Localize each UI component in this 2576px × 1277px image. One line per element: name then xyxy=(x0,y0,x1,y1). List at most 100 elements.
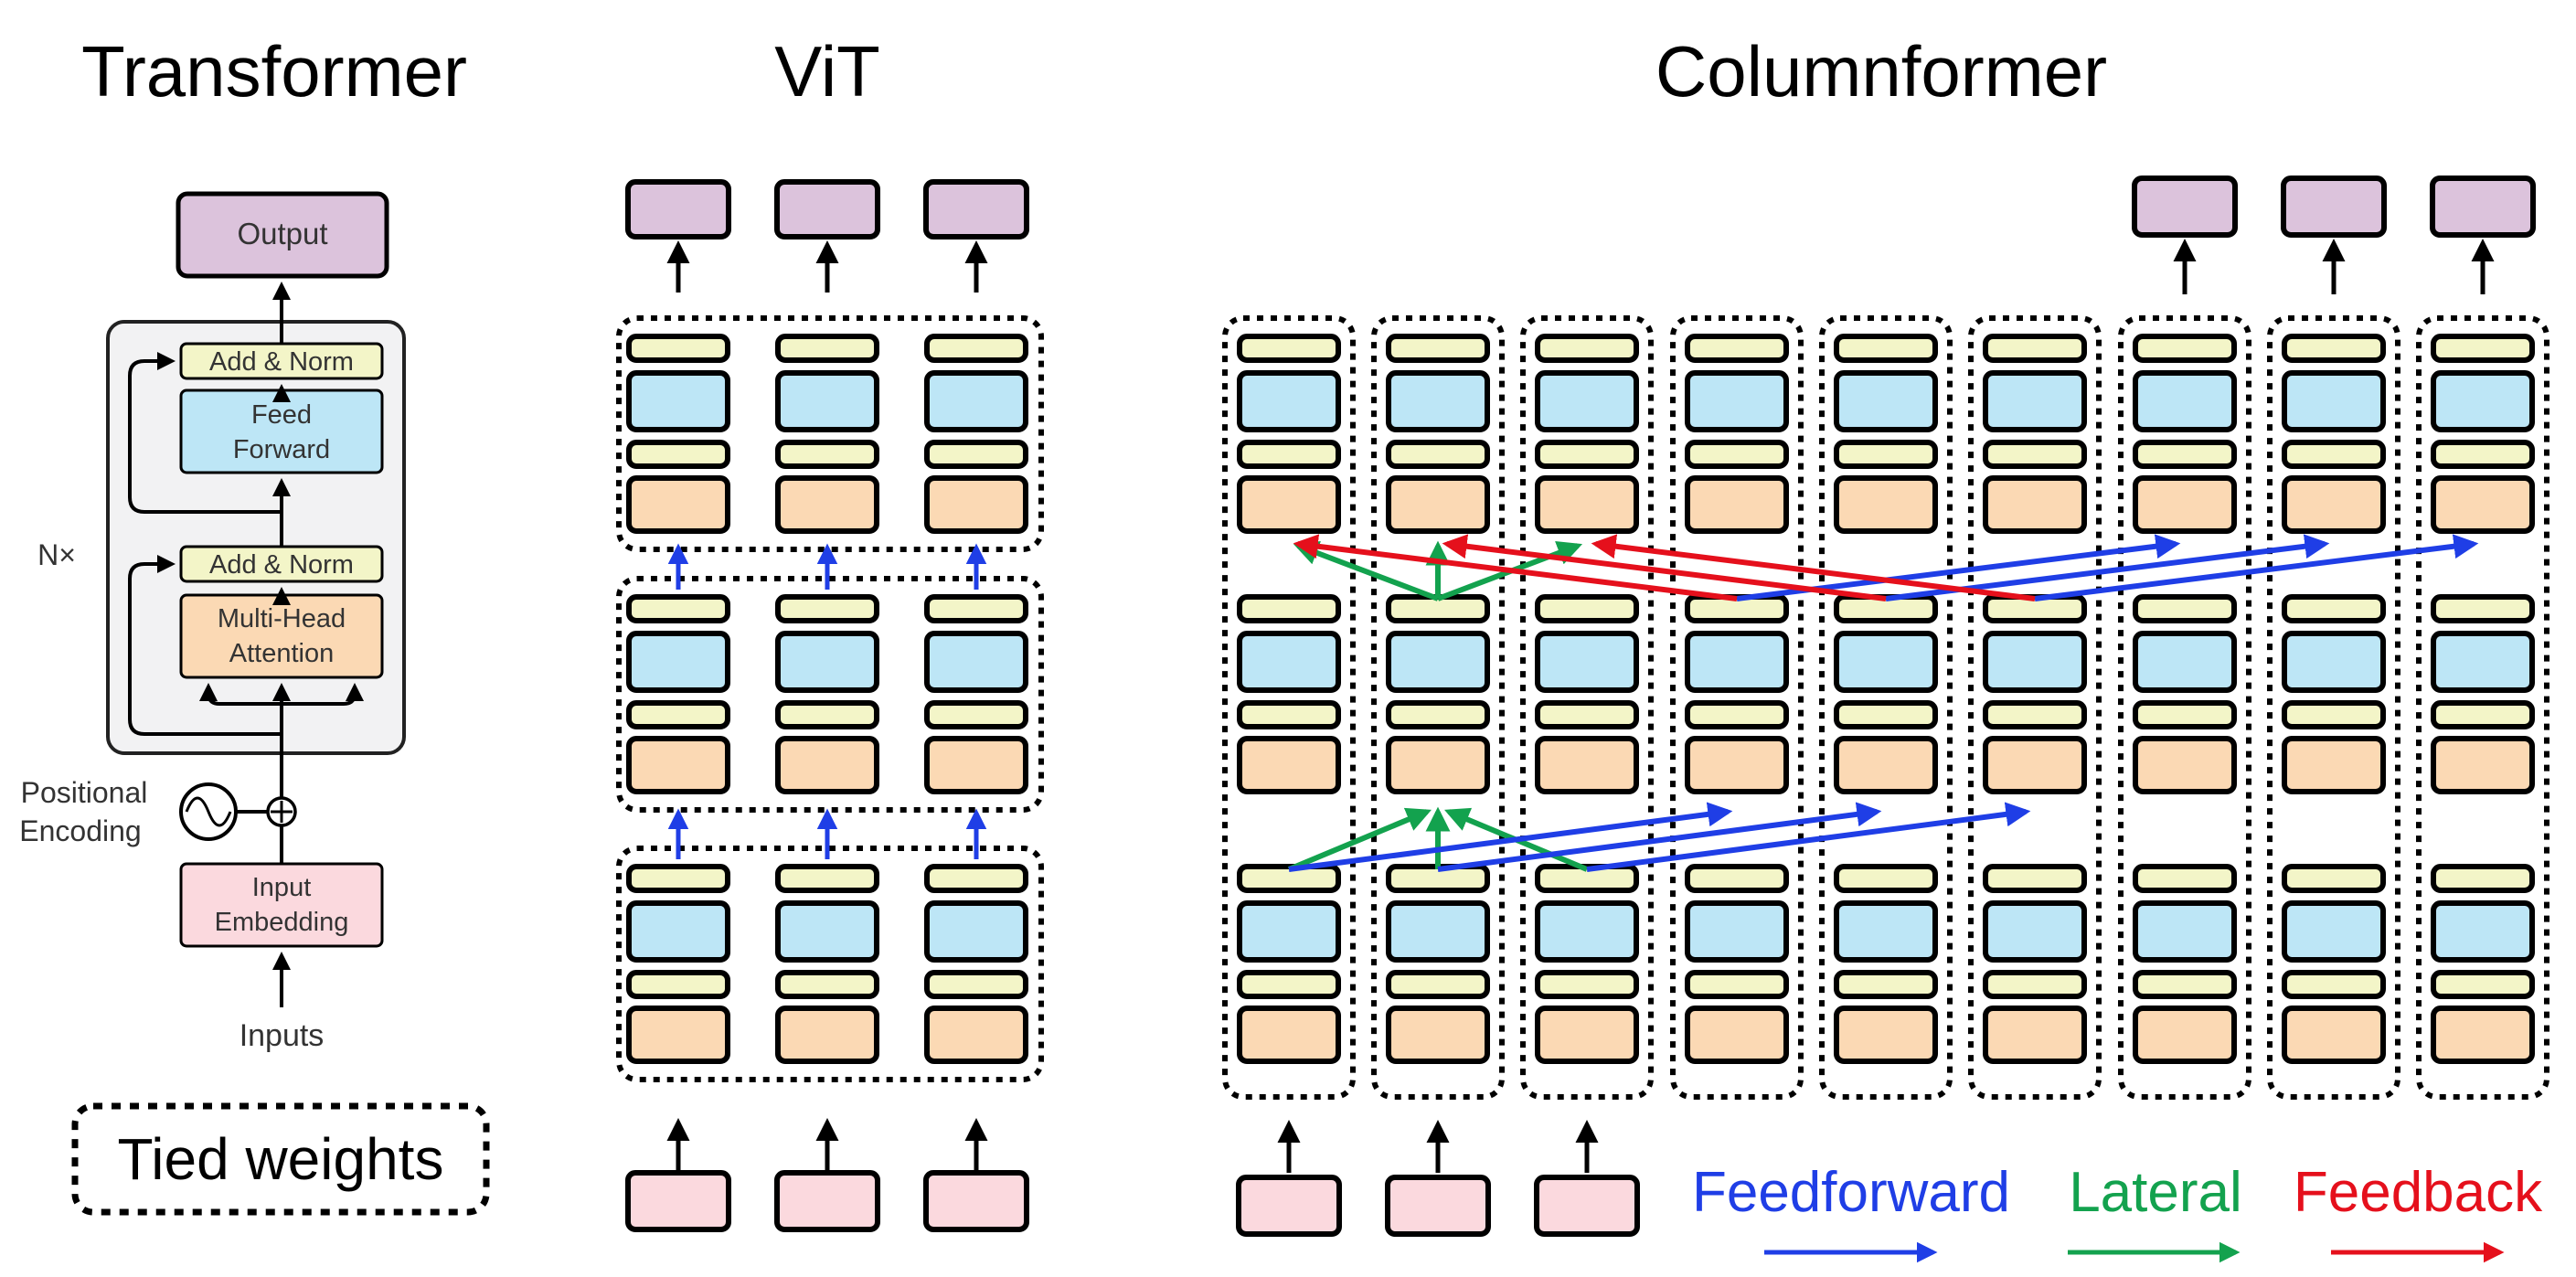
embedding-label-line2: Embedding xyxy=(215,908,349,937)
col1-l1-norm-top xyxy=(1237,334,1341,363)
tied-weights-legend-box xyxy=(71,1102,490,1216)
vit-l2-c2-attention xyxy=(775,736,879,794)
legend-feedforward-label: Feedforward xyxy=(1692,1161,2010,1224)
col6-l2-norm-bottom xyxy=(1983,700,2087,729)
attention-label-line2: Attention xyxy=(229,639,334,668)
feedback-arrow-1 xyxy=(1293,534,1738,601)
col3-l3-ffn xyxy=(1535,900,1639,963)
col5-l3-attention xyxy=(1834,1006,1938,1064)
col3-l3-norm-bottom xyxy=(1535,970,1639,999)
positional-encoding-sine xyxy=(185,796,232,827)
repeat-label: N× xyxy=(37,538,76,571)
col9-l3-norm-bottom xyxy=(2431,970,2535,999)
vit-l3-c2-ffn xyxy=(775,900,879,963)
col9-l3-ffn xyxy=(2431,900,2535,963)
col8-l1-attention xyxy=(2282,475,2386,534)
col8-l3-attention xyxy=(2282,1006,2386,1064)
vit-l2-c1-ffn xyxy=(626,631,730,693)
col2-l2-norm-top xyxy=(1386,594,1490,623)
columnformer-title: Columnformer xyxy=(1655,31,2107,112)
feedforward-arrow-6 xyxy=(2034,534,2479,601)
col7-l2-ffn xyxy=(2133,631,2237,693)
vit-input-token-3 xyxy=(923,1170,1029,1232)
col1-l3-norm-top xyxy=(1237,864,1341,893)
col6-l1-attention xyxy=(1983,475,2087,534)
vit-l1-c1-ffn xyxy=(626,370,730,432)
vit-diagram xyxy=(616,179,1044,1232)
positional-encoding-line2: Encoding xyxy=(19,814,141,847)
inputs-label: Inputs xyxy=(240,1018,325,1053)
col9-l1-ffn xyxy=(2431,370,2535,432)
column-5 xyxy=(1819,315,1953,1100)
col1-l3-ffn xyxy=(1237,900,1341,963)
column-2 xyxy=(1371,315,1505,1100)
col1-l1-norm-bottom xyxy=(1237,440,1341,469)
vit-l3-c1-norm-bottom xyxy=(626,970,730,999)
vit-l2-c3-attention xyxy=(924,736,1028,794)
vit-l3-c2-norm-top xyxy=(775,864,879,893)
feedback-arrow-3 xyxy=(1591,534,2036,601)
vit-l3-c3-norm-top xyxy=(924,864,1028,893)
col9-l3-attention xyxy=(2431,1006,2535,1064)
column-9 xyxy=(2416,315,2549,1100)
col-output-token-9 xyxy=(2430,176,2536,238)
col9-l1-attention xyxy=(2431,475,2535,534)
col4-l2-norm-bottom xyxy=(1685,700,1789,729)
col3-l1-norm-top xyxy=(1535,334,1639,363)
feed-forward-label-line1: Feed xyxy=(251,400,312,430)
vit-l1-c1-attention xyxy=(626,475,730,534)
col1-l2-norm-top xyxy=(1237,594,1341,623)
col6-l1-ffn xyxy=(1983,370,2087,432)
col6-l1-norm-top xyxy=(1983,334,2087,363)
col2-l3-attention xyxy=(1386,1006,1490,1064)
col2-l3-norm-top xyxy=(1386,864,1490,893)
col3-l2-norm-top xyxy=(1535,594,1639,623)
column-1 xyxy=(1222,315,1356,1100)
col4-l1-attention xyxy=(1685,475,1789,534)
col-input-token-3 xyxy=(1534,1175,1640,1237)
col8-l3-ffn xyxy=(2282,900,2386,963)
col8-l2-norm-top xyxy=(2282,594,2386,623)
col2-l2-attention xyxy=(1386,736,1490,794)
col9-l1-norm-bottom xyxy=(2431,440,2535,469)
vit-l2-c1-norm-bottom xyxy=(626,700,730,729)
vit-l2-c3-ffn xyxy=(924,631,1028,693)
feedback-arrow-2 xyxy=(1442,534,1887,601)
col7-l3-ffn xyxy=(2133,900,2237,963)
col8-l2-norm-bottom xyxy=(2282,700,2386,729)
col5-l3-norm-top xyxy=(1834,864,1938,893)
col5-l1-attention xyxy=(1834,475,1938,534)
feed-forward-label-line2: Forward xyxy=(233,435,330,464)
col4-l3-norm-bottom xyxy=(1685,970,1789,999)
vit-l3-c2-norm-bottom xyxy=(775,970,879,999)
tied-weights-label: Tied weights xyxy=(118,1126,444,1192)
column-4 xyxy=(1670,315,1804,1100)
vit-l2-c2-ffn xyxy=(775,631,879,693)
col-output-token-7 xyxy=(2132,176,2238,238)
vit-l1-c3-norm-top xyxy=(924,334,1028,363)
col5-l2-norm-top xyxy=(1834,594,1938,623)
column-7 xyxy=(2118,315,2251,1100)
col6-l2-ffn xyxy=(1983,631,2087,693)
col9-l1-norm-top xyxy=(2431,334,2535,363)
col1-l3-norm-bottom xyxy=(1237,970,1341,999)
col5-l2-attention xyxy=(1834,736,1938,794)
col2-l3-ffn xyxy=(1386,900,1490,963)
vit-l3-c1-attention xyxy=(626,1006,730,1064)
col8-l1-ffn xyxy=(2282,370,2386,432)
col9-l2-norm-top xyxy=(2431,594,2535,623)
col8-l3-norm-bottom xyxy=(2282,970,2386,999)
col9-l2-ffn xyxy=(2431,631,2535,693)
col5-l2-norm-bottom xyxy=(1834,700,1938,729)
col2-l2-norm-bottom xyxy=(1386,700,1490,729)
output-label: Output xyxy=(237,217,327,250)
col2-l1-norm-bottom xyxy=(1386,440,1490,469)
col2-l3-norm-bottom xyxy=(1386,970,1490,999)
encoder-layer-panel xyxy=(106,320,406,755)
vit-l2-c1-norm-top xyxy=(626,594,730,623)
embedding-label-line1: Input xyxy=(252,873,312,902)
add-norm-bottom-label: Add & Norm xyxy=(209,550,354,580)
vit-l1-c2-norm-bottom xyxy=(775,440,879,469)
col2-l1-ffn xyxy=(1386,370,1490,432)
